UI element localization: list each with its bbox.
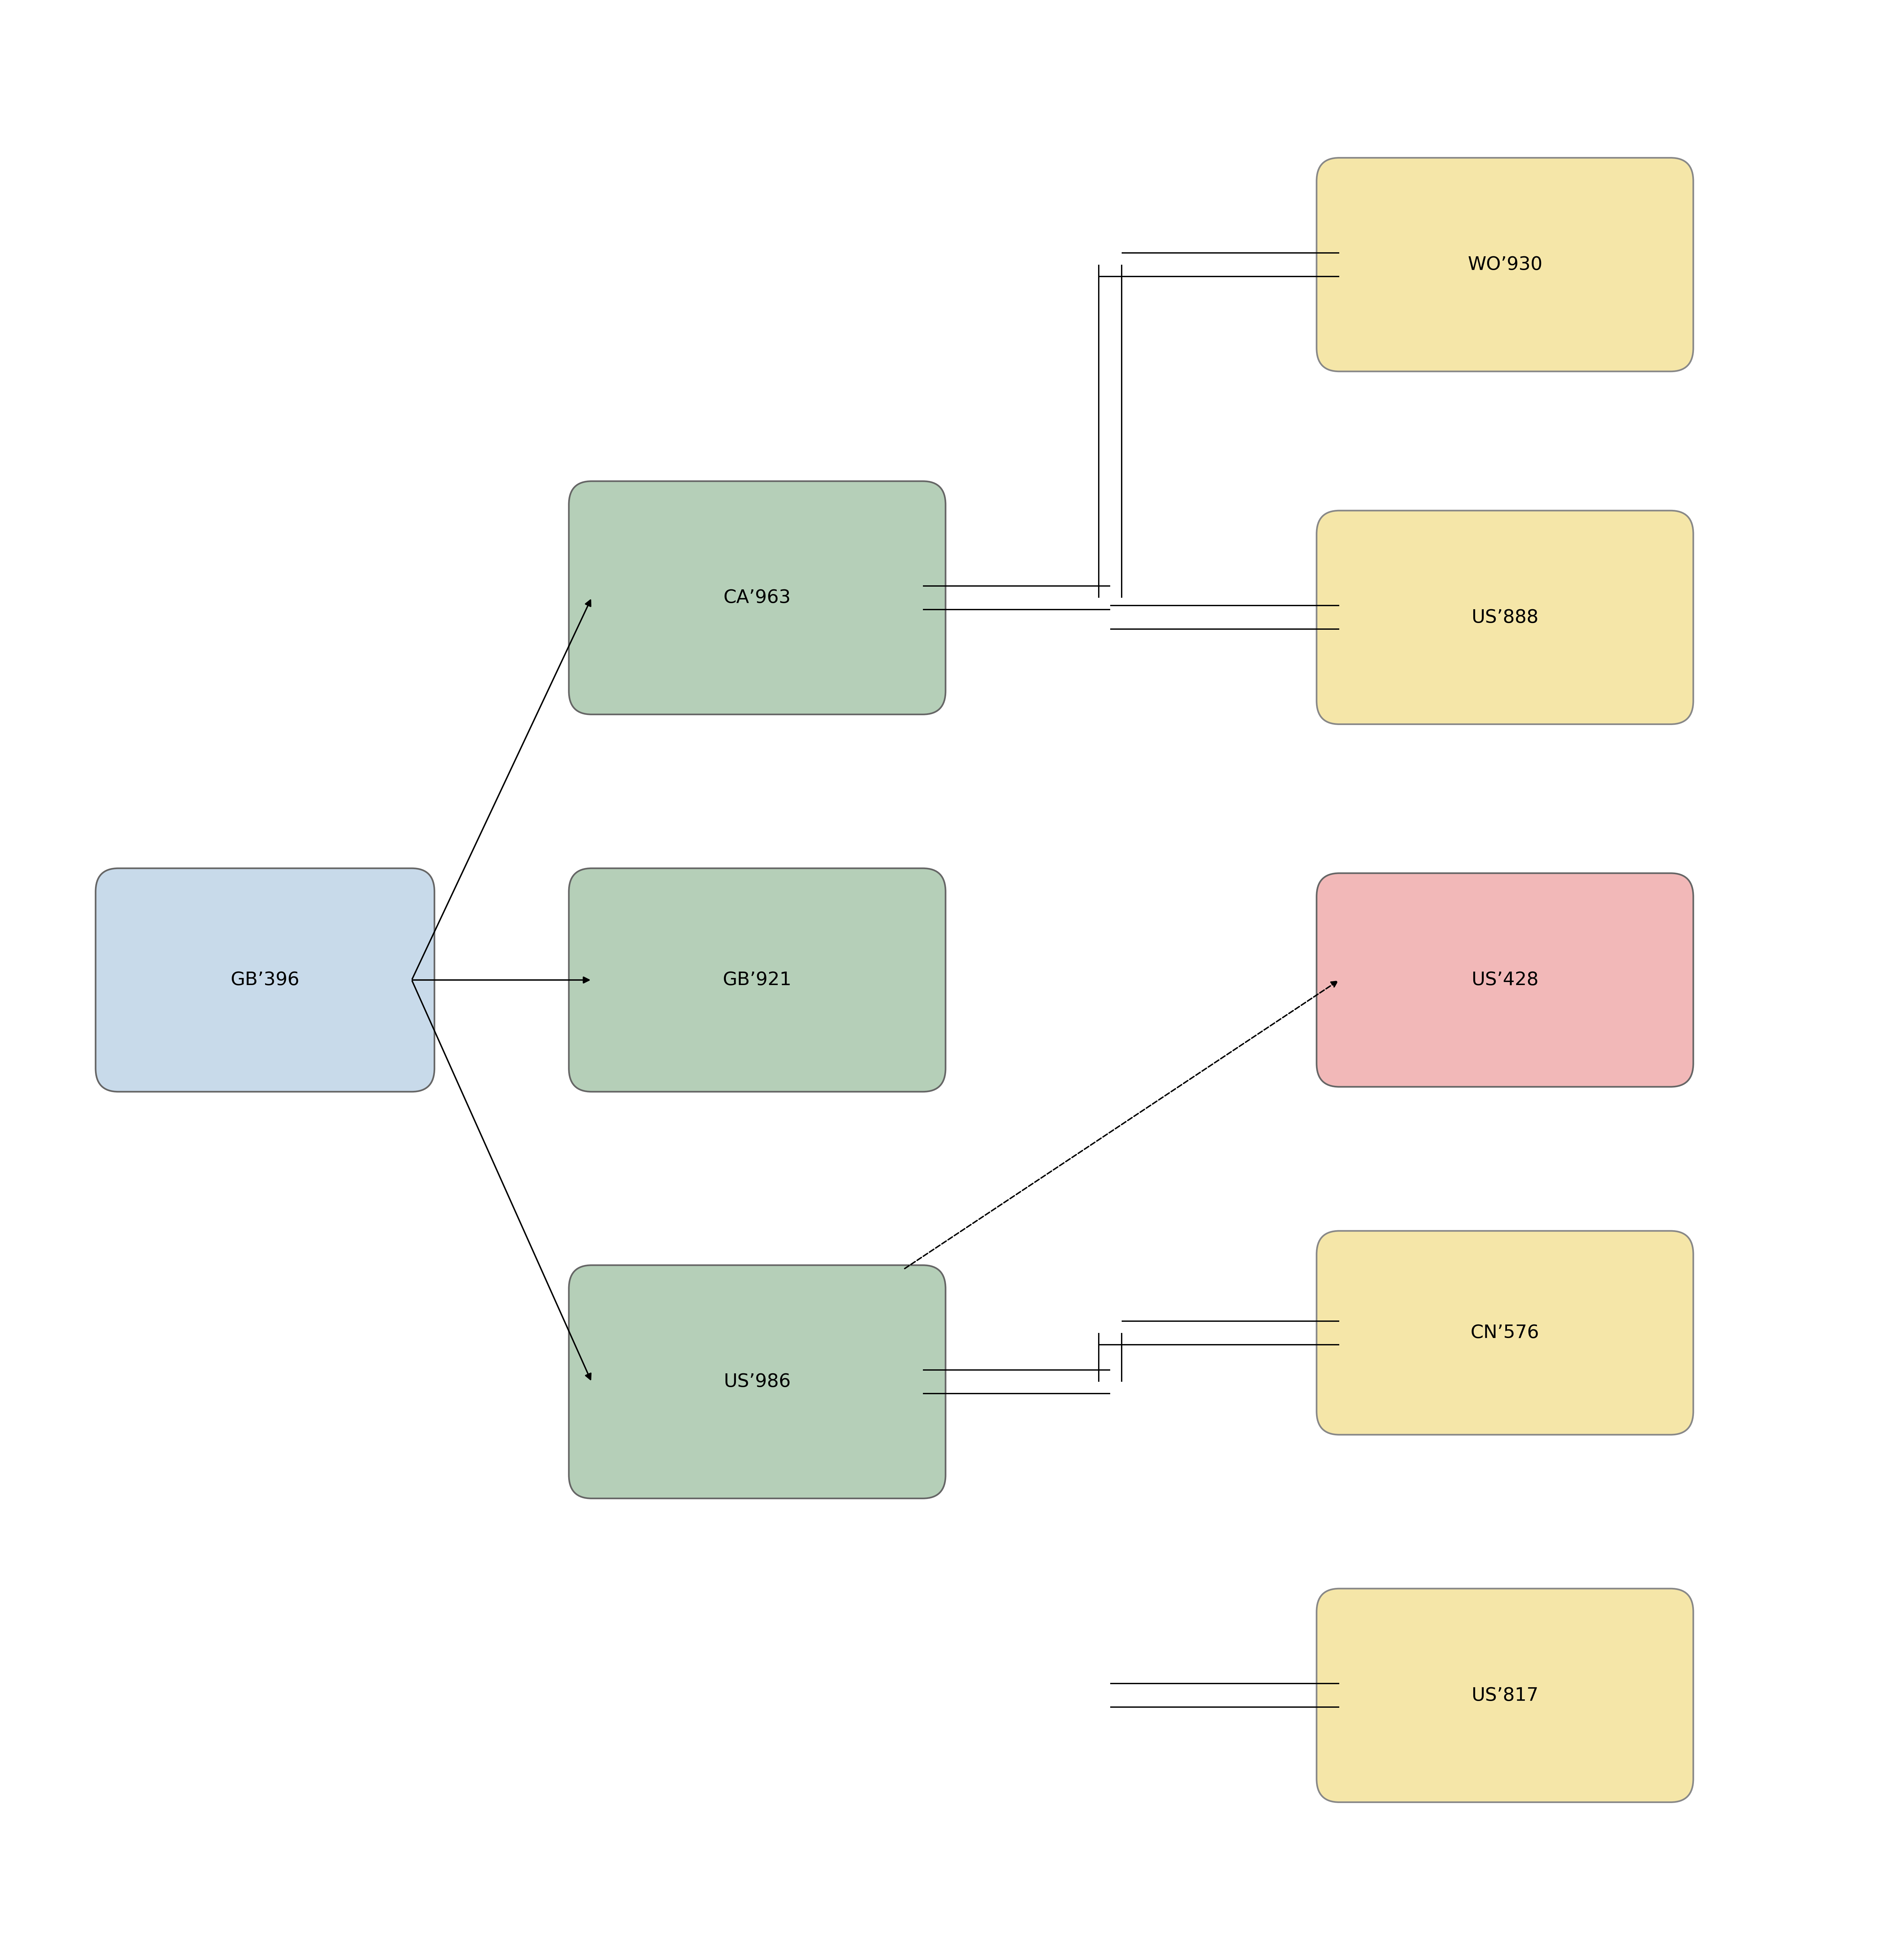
- FancyBboxPatch shape: [1318, 512, 1694, 723]
- FancyBboxPatch shape: [97, 868, 435, 1092]
- Text: GB’396: GB’396: [231, 970, 299, 990]
- FancyBboxPatch shape: [1318, 1231, 1694, 1435]
- Text: US’428: US’428: [1471, 970, 1539, 990]
- FancyBboxPatch shape: [568, 482, 945, 715]
- Text: US’817: US’817: [1471, 1686, 1539, 1705]
- FancyBboxPatch shape: [1318, 159, 1694, 372]
- Text: CA’963: CA’963: [723, 588, 791, 608]
- Text: GB’921: GB’921: [723, 970, 791, 990]
- FancyBboxPatch shape: [1318, 1588, 1694, 1803]
- Text: WO’930: WO’930: [1467, 255, 1543, 274]
- Text: US’888: US’888: [1471, 608, 1539, 627]
- Text: CN’576: CN’576: [1471, 1323, 1539, 1343]
- Text: US’986: US’986: [723, 1372, 791, 1392]
- FancyBboxPatch shape: [1318, 874, 1694, 1086]
- FancyBboxPatch shape: [568, 868, 945, 1092]
- FancyBboxPatch shape: [568, 1266, 945, 1499]
